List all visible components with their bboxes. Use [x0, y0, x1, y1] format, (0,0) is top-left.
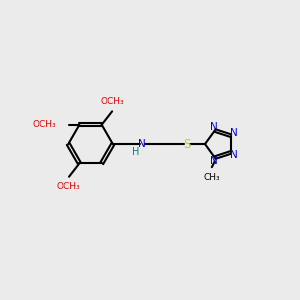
- Text: N: N: [138, 139, 146, 149]
- Text: N: N: [230, 150, 238, 160]
- Text: S: S: [183, 138, 190, 151]
- Text: N: N: [230, 128, 238, 138]
- Text: N: N: [210, 122, 218, 132]
- Text: OCH₃: OCH₃: [57, 182, 80, 191]
- Text: OCH₃: OCH₃: [101, 97, 124, 106]
- Text: H: H: [132, 147, 139, 158]
- Text: N: N: [210, 156, 218, 166]
- Text: OCH₃: OCH₃: [33, 120, 56, 129]
- Text: CH₃: CH₃: [204, 173, 220, 182]
